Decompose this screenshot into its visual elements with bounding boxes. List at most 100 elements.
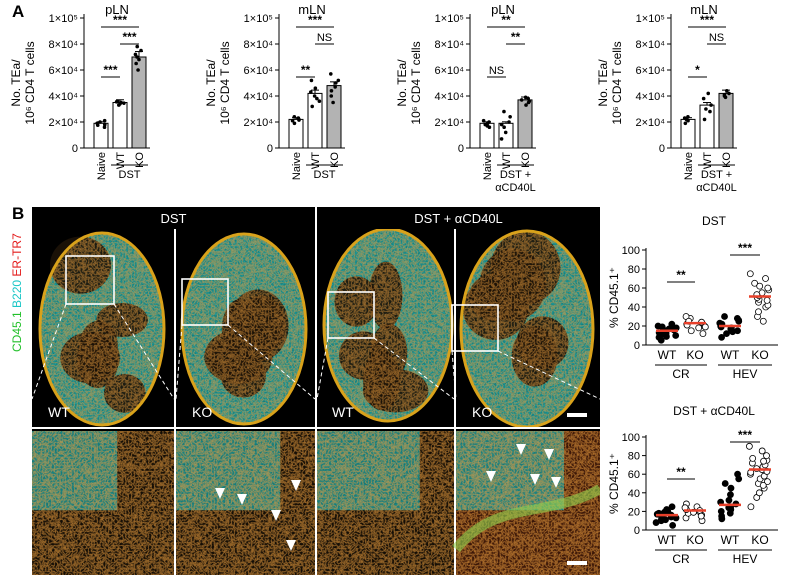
header-dst: DST [32,207,315,229]
y-tick-label: 0 [659,143,665,155]
y-tick-label: 40 [628,488,640,500]
data-point [136,68,140,72]
data-point [507,120,511,124]
lymph-node-section-3 [451,229,595,429]
tile-label-ko-dst: KO [192,404,213,420]
data-point [333,81,338,85]
significance-label: NS [489,65,504,77]
data-point [763,452,770,460]
closeup-network [32,431,174,575]
arrowhead-marker [237,494,247,505]
y-tick-label: 60 [628,469,640,481]
data-point [114,100,119,104]
data-point [695,324,703,332]
significance-label: ** [511,30,521,44]
group-label-line2: αCD40L [696,182,737,194]
lymph-node-section-2 [322,229,454,423]
cd45-label: CD45.1 [10,311,24,352]
data-point [727,484,735,492]
data-point [329,89,334,93]
arrowhead-marker [291,480,301,491]
y-axis-label-line2: 10⁶ CD4 T cells [610,41,624,124]
tile-label-ko-acd40l: KO [472,404,493,420]
data-point [727,491,734,499]
data-point [721,480,729,487]
data-point [137,57,141,62]
data-point [717,507,725,515]
group-label: CR [672,367,690,381]
closeup-0 [32,431,174,575]
b220-label: B220 [10,279,24,308]
data-point [718,333,725,341]
y-tick-label: 4×10⁴ [434,91,464,103]
data-point [95,123,100,128]
y-tick-label: 80 [628,451,640,463]
x-tick-label-ko: KO [686,348,703,362]
x-tick-label-ko: KO [329,152,341,168]
y-tick-label: 6×10⁴ [48,65,78,77]
data-point [751,279,759,287]
x-tick-label-naive: Naive [683,152,695,180]
data-point [686,115,690,119]
data-point [729,328,737,336]
bar-chart-3: No. TEa/10⁶ CD4 T cells 0 2×10⁴ 4×10⁴ 6×10⁴ 8… [596,2,737,194]
y-tick-label: 1×10⁵ [636,13,665,25]
significance-label: ** [676,465,686,479]
data-point [508,115,512,119]
y-tick-label: 100 [622,245,640,257]
group-label: DST + αCD40L [495,169,536,194]
panel-a-bar-charts: No. TEa/10⁶ CD4 T cells 0 2×10⁴ 4×10⁴ 6×10⁴ 8… [9,2,737,194]
bar-naive [680,118,696,149]
x-tick-label-wt: WT [721,348,740,362]
data-point [481,118,486,123]
data-point [312,94,317,98]
bar-chart-1: No. TEa/10⁶ CD4 T cells 0 2×10⁴ 4×10⁴ 6×10⁴ 8… [204,2,345,181]
bar-ko [517,99,533,149]
y-tick-label: 0 [458,143,464,155]
closeup-2 [317,431,454,575]
data-point [687,327,695,335]
y-tick-label: 1×10⁵ [49,13,78,25]
data-point [485,124,490,128]
x-tick-label-wt: WT [115,152,127,169]
chart-title: pLN [491,2,515,17]
ertr7-label: ER-TR7 [10,233,24,277]
x-tick-label-wt: WT [658,533,677,547]
data-point [139,48,143,53]
arrowhead-marker [551,477,561,488]
y-tick-label: 8×10⁴ [48,39,78,51]
data-point [735,316,743,324]
data-point [721,313,728,320]
arrowhead-marker [516,444,526,455]
data-point [756,282,764,290]
closeup-3 [452,431,600,575]
x-tick-label-ko: KO [134,152,146,168]
y-tick-label: 8×10⁴ [243,39,273,51]
data-point [747,503,755,511]
x-tick-label-ko: KO [751,533,768,547]
data-point [759,317,767,325]
significance-label: *** [122,30,136,44]
scatter-y-label: % CD45.1⁺ [607,267,621,328]
x-tick-label-ko: KO [686,533,703,547]
zoom-guide-line [227,324,316,400]
group-label: HEV [733,552,758,566]
y-tick-label: 100 [622,432,640,444]
y-tick-label: 1×10⁵ [244,13,273,25]
data-point [762,275,769,282]
header-dst-acd40l: DST + αCD40L [317,207,600,229]
data-point [745,442,753,450]
significance-label: ** [301,63,311,77]
x-tick-label-wt: WT [658,348,677,362]
scatter-title: DST [702,214,727,228]
data-point [756,489,763,497]
chart-title: mLN [690,2,717,17]
data-point [503,130,508,135]
arrowhead-marker [286,540,296,551]
data-point [313,86,318,90]
y-tick-label: 2×10⁴ [243,117,273,129]
lymph-node-section-0 [38,231,166,427]
y-axis-label-line2: 10⁶ CD4 T cells [409,41,423,124]
x-tick-label-wt: WT [702,152,714,169]
